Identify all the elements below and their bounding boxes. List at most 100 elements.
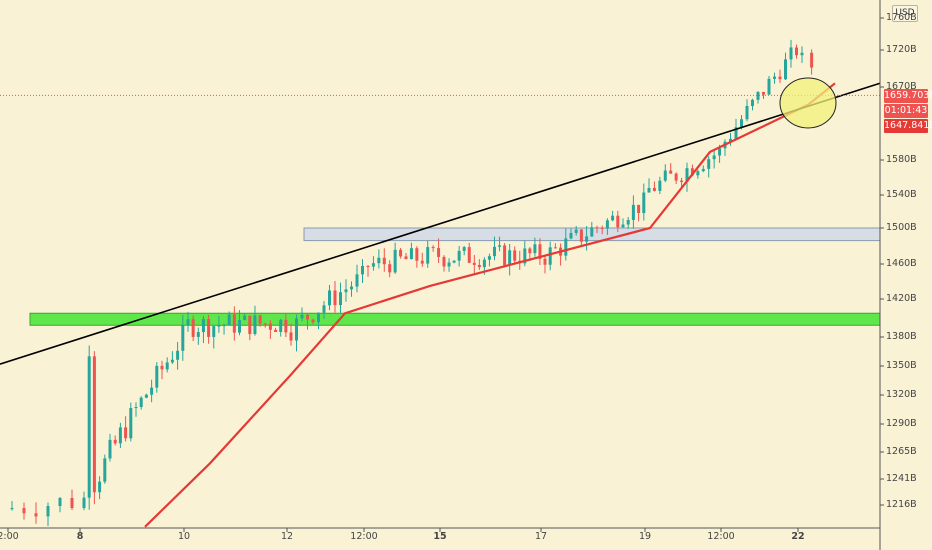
candle[interactable] — [751, 98, 754, 111]
candle[interactable] — [82, 491, 86, 511]
candle[interactable] — [564, 228, 568, 261]
candle[interactable] — [784, 52, 787, 80]
candle[interactable] — [701, 165, 705, 173]
candle[interactable] — [533, 237, 537, 257]
candle[interactable] — [170, 351, 174, 364]
candle[interactable] — [388, 260, 392, 278]
candle[interactable] — [503, 243, 507, 267]
candle[interactable] — [652, 181, 656, 192]
candle[interactable] — [810, 49, 814, 75]
candle[interactable] — [631, 195, 635, 229]
candle[interactable] — [160, 360, 164, 380]
candle[interactable] — [621, 218, 625, 229]
candle[interactable] — [518, 250, 522, 270]
candle[interactable] — [181, 314, 185, 361]
candle[interactable] — [795, 44, 798, 59]
candle[interactable] — [426, 240, 430, 268]
candle[interactable] — [263, 322, 267, 328]
candle[interactable] — [238, 310, 241, 336]
candle[interactable] — [513, 246, 517, 265]
candle[interactable] — [447, 258, 451, 272]
candle[interactable] — [493, 236, 496, 261]
candle[interactable] — [399, 248, 403, 259]
candle[interactable] — [538, 238, 542, 265]
candle[interactable] — [98, 476, 102, 500]
candle[interactable] — [253, 305, 257, 336]
candle[interactable] — [103, 454, 107, 484]
candle[interactable] — [477, 259, 481, 271]
candle[interactable] — [295, 314, 298, 352]
candle[interactable] — [498, 236, 502, 252]
candle[interactable] — [243, 313, 247, 321]
candle[interactable] — [789, 39, 793, 68]
candle[interactable] — [232, 306, 236, 341]
candle[interactable] — [548, 241, 552, 271]
candle[interactable] — [92, 351, 96, 505]
candle[interactable] — [274, 327, 278, 333]
candle[interactable] — [442, 255, 446, 272]
candle[interactable] — [685, 162, 689, 192]
candle[interactable] — [756, 91, 760, 104]
candle[interactable] — [311, 318, 315, 325]
candle[interactable] — [300, 307, 304, 322]
candle[interactable] — [707, 156, 711, 178]
candle[interactable] — [361, 259, 364, 284]
candle[interactable] — [642, 183, 646, 221]
candle[interactable] — [696, 169, 700, 179]
candle[interactable] — [404, 252, 408, 260]
candle[interactable] — [366, 265, 370, 277]
candle[interactable] — [462, 245, 466, 256]
candle[interactable] — [258, 314, 262, 327]
candle[interactable] — [306, 313, 309, 330]
candle[interactable] — [268, 320, 272, 339]
candle[interactable] — [452, 260, 456, 264]
candle[interactable] — [745, 99, 749, 122]
candle[interactable] — [487, 253, 491, 267]
candle[interactable] — [508, 243, 512, 276]
candle[interactable] — [87, 345, 91, 510]
candles[interactable] — [10, 39, 814, 527]
candle[interactable] — [723, 139, 727, 156]
candle[interactable] — [322, 301, 326, 319]
candle[interactable] — [472, 254, 476, 274]
candle[interactable] — [569, 228, 573, 240]
candle[interactable] — [579, 228, 583, 246]
candle[interactable] — [222, 323, 226, 335]
candle[interactable] — [155, 362, 159, 393]
candle[interactable] — [585, 226, 589, 251]
candle[interactable] — [328, 284, 331, 311]
candle[interactable] — [420, 252, 424, 267]
candle[interactable] — [437, 238, 441, 264]
candle[interactable] — [134, 402, 138, 417]
candle[interactable] — [712, 150, 716, 169]
candle[interactable] — [212, 325, 216, 349]
candle[interactable] — [762, 91, 765, 100]
candle[interactable] — [108, 433, 112, 462]
candle[interactable] — [165, 357, 169, 373]
candle[interactable] — [543, 254, 547, 274]
candle[interactable] — [553, 243, 557, 249]
candle[interactable] — [113, 435, 117, 446]
candle[interactable] — [409, 242, 413, 260]
candle[interactable] — [729, 132, 732, 146]
candle[interactable] — [201, 315, 205, 344]
candle[interactable] — [344, 279, 348, 302]
candle[interactable] — [191, 315, 195, 342]
candle[interactable] — [377, 249, 381, 269]
candle[interactable] — [350, 281, 353, 297]
candle[interactable] — [10, 501, 14, 511]
candle[interactable] — [415, 246, 419, 268]
candle[interactable] — [46, 502, 50, 527]
candle[interactable] — [559, 243, 563, 266]
candle[interactable] — [34, 502, 38, 524]
candle[interactable] — [674, 172, 678, 185]
candle[interactable] — [669, 163, 673, 174]
candle[interactable] — [382, 248, 386, 272]
candle[interactable] — [800, 46, 804, 63]
candle[interactable] — [150, 379, 154, 403]
candle[interactable] — [457, 245, 461, 267]
candle[interactable] — [289, 323, 293, 346]
candle[interactable] — [523, 240, 527, 267]
candle[interactable] — [58, 497, 62, 513]
